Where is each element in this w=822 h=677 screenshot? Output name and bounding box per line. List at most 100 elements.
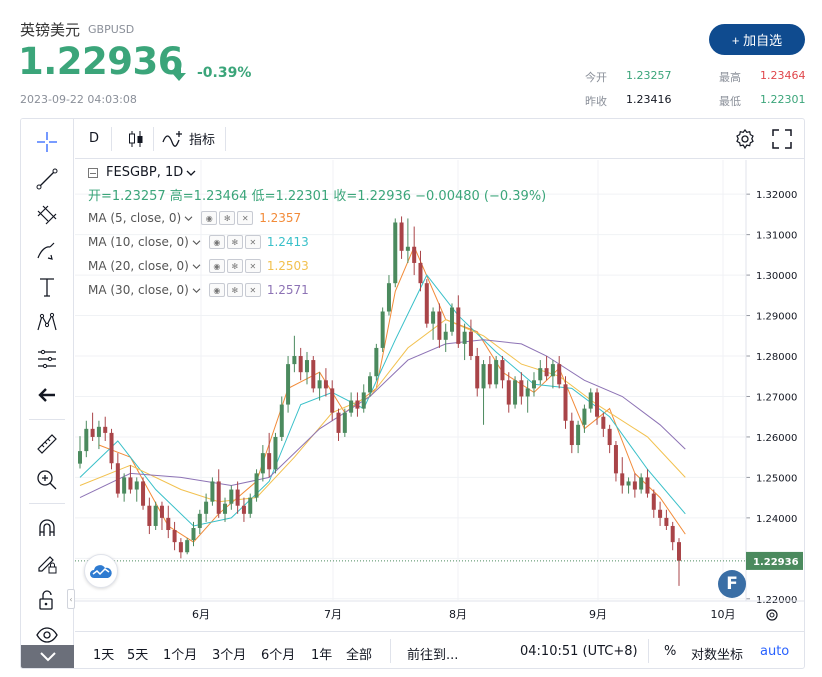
ruler-icon	[37, 434, 57, 454]
eye-icon[interactable]: ◉	[208, 259, 225, 273]
ma-label[interactable]: MA (30, close, 0)	[88, 283, 189, 297]
candle	[632, 473, 637, 498]
candle	[197, 509, 202, 535]
chevron-down-icon[interactable]	[192, 287, 201, 294]
gear-icon[interactable]: ✻	[226, 259, 243, 273]
instrument-name: 英镑美元	[20, 21, 81, 39]
eye-icon[interactable]: ◉	[201, 211, 218, 225]
tradingview-logo[interactable]	[84, 554, 118, 588]
close-icon[interactable]: ✕	[237, 211, 254, 225]
candlestick-type-icon[interactable]	[125, 128, 147, 150]
candle	[601, 412, 606, 437]
range-all[interactable]: 全部	[346, 648, 373, 663]
magnet-tool[interactable]	[34, 515, 60, 541]
range-1y[interactable]: 1年	[311, 648, 333, 663]
text-icon	[40, 278, 54, 297]
candle	[443, 323, 448, 352]
chevron-down-icon[interactable]	[186, 169, 196, 177]
crosshair-tool[interactable]	[34, 129, 60, 155]
chevron-down-icon[interactable]	[192, 263, 201, 270]
fullscreen-icon[interactable]	[771, 128, 793, 150]
range-6m[interactable]: 6个月	[261, 648, 296, 663]
indicators-icon	[162, 131, 182, 147]
gear-icon[interactable]: ✻	[219, 211, 236, 225]
timeframe-button[interactable]: D	[89, 131, 100, 146]
candle	[544, 356, 549, 381]
candle	[159, 501, 164, 531]
toolbar-divider	[29, 419, 65, 420]
legend-symbol[interactable]: FESGBP, 1D	[106, 165, 184, 180]
toolbar-divider	[390, 639, 391, 663]
candle	[361, 384, 366, 413]
candle	[336, 408, 341, 441]
price-axis: 1.32000 1.31000 1.30000 1.29000 1.28000 1.270…	[75, 160, 803, 606]
candle	[216, 469, 221, 518]
measure-tool[interactable]	[34, 431, 60, 457]
close-icon[interactable]: ✕	[244, 259, 261, 273]
chevron-down-icon[interactable]	[184, 215, 193, 222]
range-3m[interactable]: 3个月	[212, 648, 247, 663]
percent-toggle[interactable]: %	[664, 644, 677, 659]
eye-icon[interactable]: ◉	[208, 235, 225, 249]
ma-line	[79, 339, 686, 499]
zoom-in-icon	[37, 470, 57, 490]
candle	[122, 473, 127, 502]
indicators-button[interactable]: 指标	[161, 128, 215, 148]
toolbar-divider	[648, 639, 649, 663]
candle	[109, 428, 114, 470]
candle	[330, 380, 335, 421]
chevron-down-icon[interactable]	[192, 239, 201, 246]
brush-tool[interactable]	[34, 238, 60, 264]
text-tool[interactable]	[34, 274, 60, 300]
candle	[670, 521, 675, 551]
ma-label[interactable]: MA (10, close, 0)	[88, 235, 189, 249]
y-tick-label: 1.32000	[756, 190, 797, 201]
candle	[147, 497, 152, 535]
f-badge-icon[interactable]: F	[718, 570, 746, 598]
candle	[399, 216, 404, 259]
eye-icon	[36, 627, 58, 643]
trend-line-icon	[36, 168, 58, 190]
goto-date-button[interactable]: 前往到...	[407, 648, 459, 663]
clock-readout[interactable]: 04:10:51 (UTC+8)	[520, 644, 638, 659]
axis-settings-icon[interactable]	[766, 609, 778, 621]
close-icon[interactable]: ✕	[244, 283, 261, 297]
trend-line-tool[interactable]	[34, 166, 60, 192]
gear-icon[interactable]: ✻	[226, 235, 243, 249]
candle	[386, 275, 391, 316]
y-tick-label: 1.26000	[756, 433, 797, 444]
candle	[323, 368, 328, 397]
range-1d[interactable]: 1天	[93, 648, 115, 663]
collapse-toolbar-button[interactable]	[21, 645, 74, 668]
ma-controls: ◉ ✻ ✕	[208, 259, 261, 273]
visibility-tool[interactable]	[34, 622, 60, 648]
ma-controls: ◉ ✻ ✕	[208, 235, 261, 249]
add-watchlist-button[interactable]: + 加自选	[709, 24, 805, 55]
candle	[96, 420, 101, 450]
sidebar-toggle-button[interactable]: ‹	[67, 589, 75, 609]
gear-icon[interactable]	[733, 127, 757, 151]
ma-label[interactable]: MA (5, close, 0)	[88, 211, 182, 225]
eye-icon[interactable]: ◉	[208, 283, 225, 297]
lock-drawing-tool[interactable]	[34, 551, 60, 577]
zoom-tool[interactable]	[34, 467, 60, 493]
range-5d[interactable]: 5天	[127, 648, 149, 663]
candle	[550, 360, 555, 389]
lock-all-tool[interactable]	[34, 587, 60, 613]
candle	[141, 477, 146, 510]
gear-icon[interactable]: ✻	[226, 283, 243, 297]
fib-tool[interactable]	[34, 202, 60, 228]
price-chart[interactable]: 1.32000 1.31000 1.30000 1.29000 1.28000 1.270…	[75, 160, 805, 631]
auto-scale-toggle[interactable]: auto	[760, 644, 790, 659]
log-scale-toggle[interactable]: 对数坐标	[691, 648, 744, 663]
back-tool[interactable]	[34, 382, 60, 408]
collapse-legend-icon[interactable]	[88, 167, 98, 178]
range-1m[interactable]: 1个月	[163, 648, 198, 663]
pattern-tool[interactable]	[34, 310, 60, 336]
close-icon[interactable]: ✕	[244, 235, 261, 249]
candle	[563, 376, 568, 429]
prediction-tool[interactable]	[34, 346, 60, 372]
chart-toolbar: D 指标	[75, 119, 804, 159]
candle	[260, 445, 265, 482]
ma-label[interactable]: MA (20, close, 0)	[88, 259, 189, 273]
